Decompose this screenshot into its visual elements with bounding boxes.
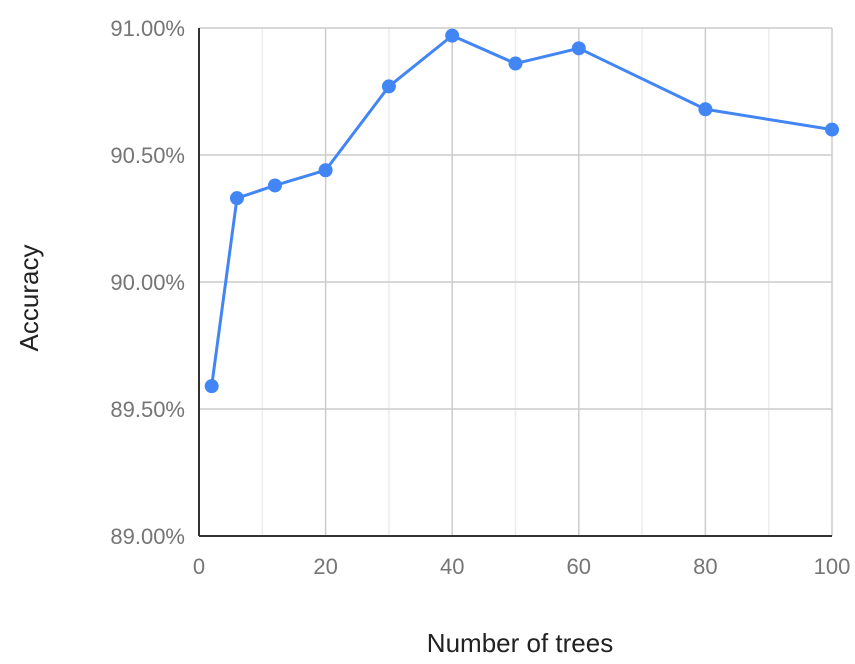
data-point [825, 122, 839, 137]
axes [198, 28, 832, 537]
data-point [445, 28, 460, 43]
y-axis-title: Accuracy [14, 245, 44, 352]
y-tick-label: 90.50% [110, 143, 185, 168]
y-tick-label: 91.00% [110, 16, 185, 41]
y-tick-label: 90.00% [110, 270, 185, 295]
y-tick-label: 89.00% [110, 524, 185, 549]
grid-lines [199, 27, 833, 536]
data-point [571, 41, 586, 56]
data-point [381, 79, 396, 94]
tick-labels: 89.00% 89.50% 90.00% 90.50% 91.00% 0 20 40 60 80 1… [110, 16, 850, 579]
data-point [508, 56, 523, 71]
x-tick-label: 60 [567, 554, 591, 579]
x-tick-label: 100 [814, 554, 851, 579]
data-series [204, 28, 839, 394]
data-point [698, 102, 713, 117]
series-line [210, 34, 833, 387]
data-point [318, 163, 333, 178]
x-tick-label: 20 [313, 554, 337, 579]
data-point [229, 191, 244, 206]
x-axis-title: Number of trees [427, 628, 613, 658]
y-tick-label: 89.50% [110, 397, 185, 422]
data-point [267, 178, 282, 193]
x-tick-label: 40 [440, 554, 464, 579]
x-tick-label: 80 [693, 554, 717, 579]
x-tick-label: 0 [193, 554, 205, 579]
data-point [204, 379, 219, 394]
